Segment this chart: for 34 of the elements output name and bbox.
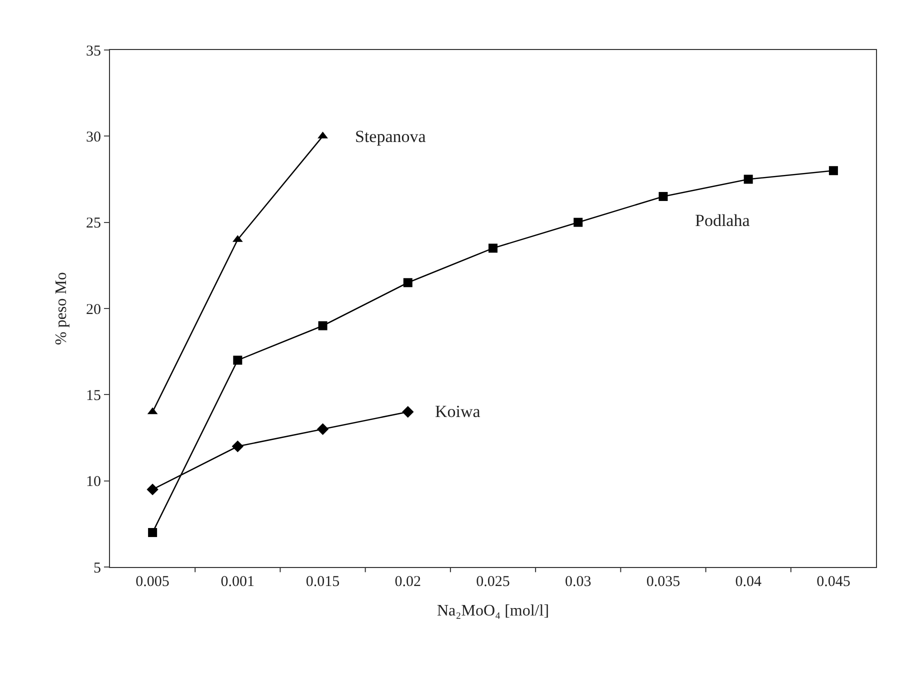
y-tick-label: 35	[86, 43, 101, 60]
point	[828, 166, 838, 176]
point	[658, 192, 668, 201]
y-tick-label: 10	[86, 474, 101, 490]
point	[488, 244, 498, 253]
y-tick-label: 25	[86, 216, 101, 232]
x-tick-label: 0.005	[136, 574, 170, 590]
point	[402, 406, 414, 418]
series-label: Podlaha	[695, 211, 750, 230]
y-tick-label: 30	[86, 129, 101, 146]
series-label: Stepanova	[355, 127, 426, 146]
x-tick-label: 0.045	[816, 574, 850, 590]
y-tick-label: 20	[86, 302, 101, 318]
x-tick-label: 0.035	[646, 574, 680, 590]
series-label: Koiwa	[435, 402, 481, 421]
point	[233, 356, 242, 365]
point	[146, 484, 158, 496]
y-axis-title: % peso Mo	[52, 272, 70, 345]
point	[574, 218, 583, 227]
x-tick-label: 0.02	[394, 574, 422, 590]
x-tick-label: 0.025	[476, 574, 510, 590]
y-tick-label: 5	[94, 560, 101, 576]
point	[316, 423, 329, 435]
x-tick-label: 0.001	[220, 574, 255, 590]
x-tick-label: 0.015	[306, 574, 340, 590]
x-tick-label: 0.04	[735, 574, 762, 590]
point	[232, 440, 244, 452]
point	[148, 528, 158, 538]
y-tick-label: 15	[86, 388, 101, 404]
point	[318, 321, 328, 330]
point	[744, 174, 753, 184]
x-axis-title: Na₂MoO₄ [mol/l]	[436, 602, 550, 620]
point	[403, 278, 412, 288]
x-tick-label: 0.03	[564, 574, 592, 590]
